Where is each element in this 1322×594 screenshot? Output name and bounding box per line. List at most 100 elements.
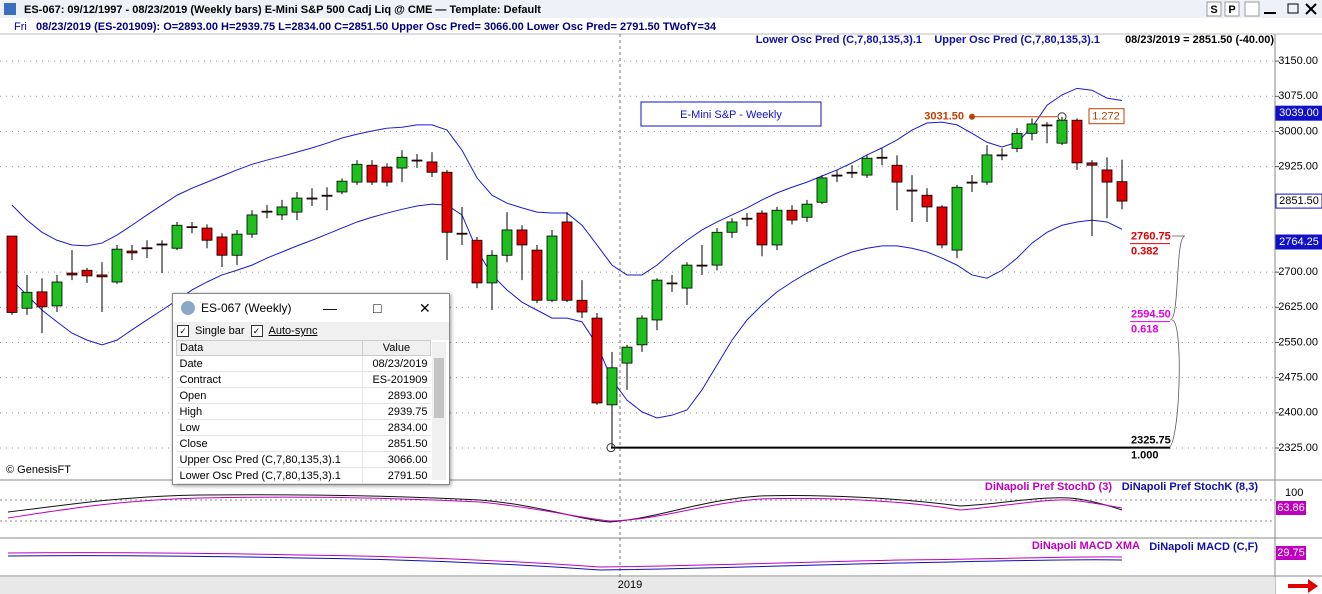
candle-body [321, 194, 333, 197]
candle-body [891, 164, 903, 183]
candle-body [921, 194, 933, 208]
table-row: Contract ES-201909 [176, 371, 431, 388]
price-tag [1275, 193, 1322, 209]
candle-body [276, 206, 288, 216]
candle-body [426, 161, 438, 173]
candle-body [471, 239, 483, 284]
candle-body [936, 206, 948, 246]
button[interactable] [1224, 1, 1240, 17]
dialog-icon [181, 301, 195, 315]
y-tick-label: 3150.00 [1278, 55, 1318, 67]
fib-ratio: 0.382 [1131, 246, 1159, 258]
restore-button[interactable] [1287, 3, 1299, 14]
candle-body [171, 224, 183, 249]
value-cell: 3066.00 [361, 451, 431, 468]
dialog-options: ✓ Single bar ✓ Auto-sync [173, 322, 449, 340]
candle-body [621, 346, 633, 364]
x-axis-strip [0, 577, 1275, 594]
candle-body [591, 317, 603, 404]
data-window[interactable]: ES-067 (Weekly) — □ ✕ ✓ Single bar ✓ Auto-… [172, 293, 450, 485]
y-tick-label: 2400.00 [1278, 407, 1318, 419]
close-button[interactable] [1305, 3, 1317, 15]
candle-body [561, 221, 573, 301]
chart-label-box [640, 101, 822, 127]
table-row: Upper Osc Pred (C,7,80,135,3).1 3066.00 [176, 451, 431, 468]
value-cell: 2791.50 [361, 467, 431, 484]
title-bar [0, 0, 1322, 18]
y-tick-label: 2475.00 [1278, 372, 1318, 384]
macd-line [7, 555, 1123, 571]
table-row: High 2939.75 [176, 403, 431, 420]
y-tick-label: 2625.00 [1278, 301, 1318, 313]
fib-label: 2760.75 [1131, 231, 1171, 243]
candle-body [36, 291, 48, 308]
data-cell: Date [176, 355, 363, 372]
header-cell: Value [361, 340, 432, 356]
legend-lower: Lower Osc Pred (C,7,80,135,3).1 [756, 34, 922, 46]
scrollbar[interactable] [432, 342, 446, 480]
candle-body [951, 186, 963, 251]
candle-body [336, 180, 348, 193]
candle-body [816, 177, 828, 203]
candle-body [606, 367, 618, 406]
candle-body [81, 269, 93, 277]
panel-label: DiNapoli Pref StochK (8,3) [1122, 481, 1259, 493]
candle-body [576, 299, 588, 313]
candle-body [21, 291, 33, 309]
button-label[interactable]: P [1228, 4, 1235, 16]
button[interactable] [1244, 1, 1260, 17]
candle-body [546, 235, 558, 301]
data-cell: Lower Osc Pred (C,7,80,135,3).1 [176, 467, 363, 484]
button[interactable] [1206, 1, 1222, 17]
checkbox[interactable]: ✓ [177, 325, 189, 337]
fib-anchor [606, 443, 616, 453]
dialog-maximize[interactable]: □ [373, 300, 382, 316]
candle-body [861, 157, 873, 176]
scroll-arrow[interactable] [1288, 579, 1318, 593]
macd-xma-line [7, 552, 1123, 568]
price-tag-label: 2851.50 [1279, 195, 1319, 207]
dialog-minimize[interactable]: — [323, 300, 337, 316]
table-row: Low 2834.00 [176, 419, 431, 436]
candle-body [246, 214, 258, 235]
checkbox[interactable]: ✓ [250, 325, 263, 337]
data-cell: Upper Osc Pred (C,7,80,135,3).1 [176, 451, 363, 468]
value-cell: 2893.00 [361, 387, 431, 404]
checkbox-label[interactable]: Auto-sync [268, 325, 318, 337]
candle-body [96, 274, 108, 278]
candle-body [741, 217, 753, 220]
candle-body [681, 264, 693, 289]
candle-body [261, 210, 273, 213]
candle-body [366, 164, 378, 183]
candle-body [486, 254, 498, 284]
dialog-close[interactable]: ✕ [419, 300, 431, 316]
checkbox-label[interactable]: Single bar [195, 325, 245, 337]
candle-body [201, 227, 213, 241]
panel-label: DiNapoli Pref StochD (3) [985, 481, 1112, 493]
price-tag-label: 2764.25 [1279, 236, 1319, 248]
panel-label: DiNapoli MACD (C,F) [1149, 541, 1258, 553]
x-axis-label: 2019 [618, 579, 642, 591]
candle-body [531, 249, 543, 301]
dialog-title: ES-067 (Weekly) [201, 301, 292, 315]
price-tag-label: 3039.00 [1279, 107, 1319, 119]
window-icon [4, 3, 16, 15]
data-cell: Open [176, 387, 363, 404]
button-label[interactable]: S [1210, 4, 1217, 16]
window-buttons[interactable]: S P [1206, 1, 1317, 17]
candle-body [831, 174, 843, 177]
panel-label: DiNapoli MACD XMA [1032, 540, 1140, 552]
candle-body [351, 163, 363, 183]
candle-body [1101, 169, 1113, 183]
swing-dot [969, 113, 975, 120]
candle-body [381, 166, 393, 183]
panel-tag-box [1276, 546, 1306, 560]
scroll-thumb[interactable] [434, 358, 444, 418]
value-cell: 2834.00 [361, 419, 431, 436]
candle-body [666, 282, 678, 285]
panel-tag: 63.86 [1277, 502, 1305, 514]
ratio-box [1088, 108, 1125, 125]
panel-tag-box [1276, 501, 1306, 515]
candle-body [1026, 123, 1038, 134]
candle-body [966, 181, 978, 184]
